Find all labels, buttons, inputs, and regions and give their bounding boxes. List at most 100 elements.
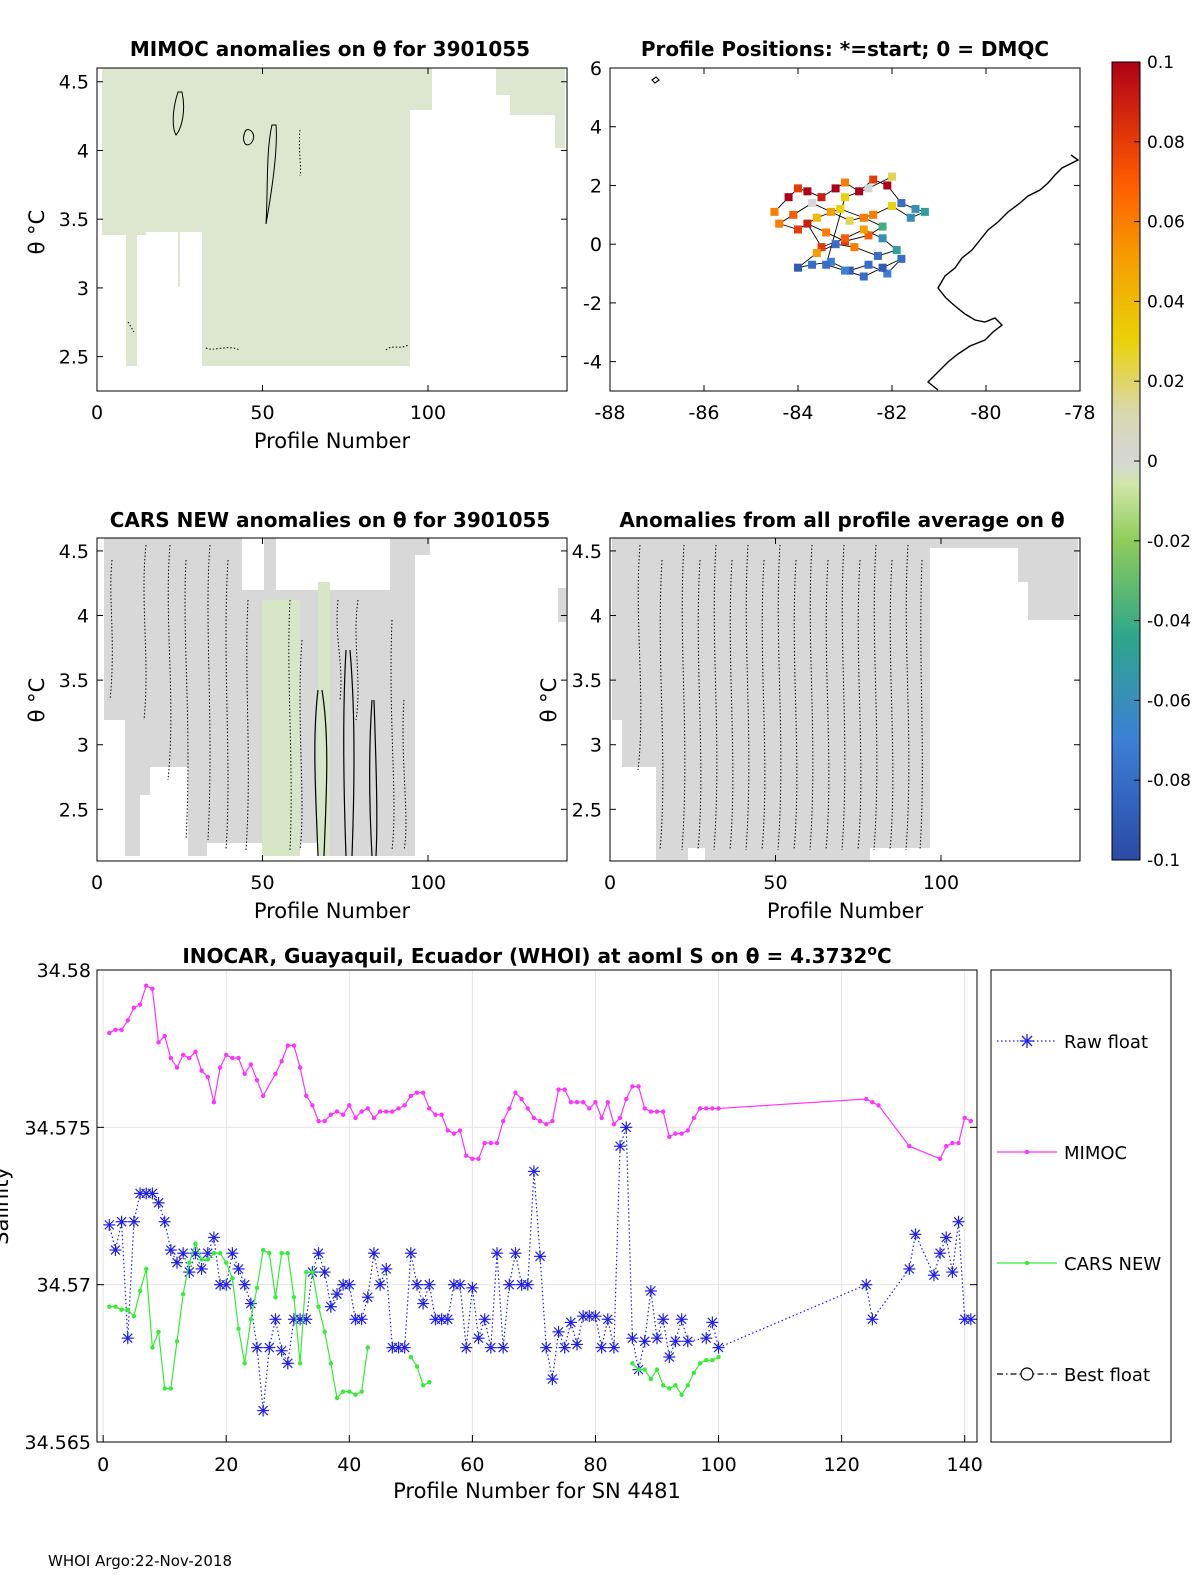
positions-xtick-label: -82 xyxy=(876,402,907,424)
raw-float-point xyxy=(367,1247,380,1260)
positions-y-axis: -4 -2 0 2 4 6 xyxy=(583,58,1080,374)
legend-best-label: Best float xyxy=(1064,1365,1150,1386)
raw-float-point xyxy=(589,1310,602,1323)
float-position-marker xyxy=(897,254,906,263)
series-point-cars-new xyxy=(174,1339,180,1344)
series-point-cars-new xyxy=(125,1307,130,1313)
float-position-marker xyxy=(841,266,849,275)
mimoc-xtick-label: 100 xyxy=(410,402,446,424)
raw-float-point xyxy=(374,1278,387,1291)
series-point-mimoc xyxy=(205,1074,210,1080)
series-point-cars-new xyxy=(691,1370,697,1375)
series-point-mimoc xyxy=(217,1065,223,1070)
float-position-marker xyxy=(812,248,821,257)
raw-float-point xyxy=(940,1231,953,1244)
series-point-cars-new xyxy=(642,1367,647,1372)
series-point-mimoc xyxy=(156,1040,161,1045)
cars-anomaly-panel: CARS NEW anomalies on θ for 3901055 2.5 3… xyxy=(25,508,568,923)
series-point-mimoc xyxy=(476,1156,481,1162)
series-point-mimoc xyxy=(291,1043,297,1048)
series-point-cars-new xyxy=(162,1386,167,1391)
cars-ylabel: θ °C xyxy=(25,678,49,723)
raw-float-point xyxy=(527,1165,540,1178)
series-point-mimoc xyxy=(137,1002,143,1007)
float-position-marker xyxy=(812,213,821,222)
positions-ytick-label: 6 xyxy=(590,58,602,80)
series-point-mimoc xyxy=(950,1140,955,1146)
series-point-cars-new xyxy=(279,1251,284,1256)
raw-float-point xyxy=(324,1300,337,1313)
allprofile-x-axis: 0 50 100 xyxy=(604,538,959,894)
cars-green-band xyxy=(262,582,330,856)
series-point-mimoc xyxy=(968,1118,974,1124)
float-position-marker xyxy=(864,184,873,193)
series-point-mimoc xyxy=(531,1115,537,1121)
cars-xtick-label: 50 xyxy=(250,872,274,894)
salinity-y-axis: 34.565 34.57 34.575 34.58 xyxy=(25,960,977,1454)
legend-item-cars: CARS NEW xyxy=(997,1254,1161,1275)
raw-float-point xyxy=(411,1278,423,1291)
profile-positions-panel: Profile Positions: *=start; 0 = DMQC -4-… xyxy=(583,37,1095,424)
raw-float-point xyxy=(712,1341,725,1354)
colorbar-tick-label: 0.04 xyxy=(1147,292,1185,312)
allprofile-ytick-label: 4.5 xyxy=(572,541,602,563)
salinity-xtick-label: 120 xyxy=(823,1454,859,1476)
raw-float-point xyxy=(558,1341,571,1354)
mimoc-x-axis: 0 50 100 xyxy=(91,68,446,424)
raw-float-point xyxy=(946,1266,959,1279)
series-point-cars-new xyxy=(211,1251,217,1256)
series-point-mimoc xyxy=(667,1134,672,1139)
salinity-ytick-label: 34.565 xyxy=(25,1432,91,1454)
raw-float-point xyxy=(417,1297,430,1310)
series-point-cars-new xyxy=(660,1383,666,1388)
series-point-mimoc xyxy=(654,1109,660,1114)
float-position-marker xyxy=(808,199,817,208)
float-position-marker xyxy=(883,269,892,278)
series-point-cars-new xyxy=(630,1361,635,1366)
salinity-xtick-label: 140 xyxy=(947,1454,983,1476)
salinity-xtick-label: 80 xyxy=(583,1454,607,1476)
colorbar-tick-label: -0.02 xyxy=(1147,532,1191,552)
series-point-mimoc xyxy=(310,1103,315,1108)
raw-float-point xyxy=(183,1266,196,1279)
allprofile-ytick-label: 3.5 xyxy=(572,670,602,692)
series-point-mimoc xyxy=(580,1099,586,1105)
series-point-mimoc xyxy=(642,1106,647,1111)
series-point-cars-new xyxy=(316,1304,321,1309)
series-point-mimoc xyxy=(636,1084,641,1089)
raw-float-point xyxy=(269,1313,282,1326)
series-cars-new xyxy=(107,1241,721,1401)
series-point-cars-new xyxy=(242,1361,247,1366)
series-point-cars-new xyxy=(297,1361,303,1366)
raw-float-point xyxy=(263,1341,276,1354)
series-point-cars-new xyxy=(310,1269,315,1275)
raw-float-point xyxy=(651,1332,663,1345)
series-point-cars-new xyxy=(359,1389,364,1394)
series-line-cars-new xyxy=(410,1356,430,1387)
series-point-cars-new xyxy=(137,1288,143,1294)
raw-float-point xyxy=(903,1262,916,1275)
mimoc-xtick-label: 50 xyxy=(250,402,274,424)
series-point-cars-new xyxy=(217,1251,223,1256)
series-point-mimoc xyxy=(907,1144,912,1149)
raw-float-point xyxy=(663,1351,676,1364)
salinity-panel: INOCAR, Guayaquil, Ecuador (WHOI) at aom… xyxy=(0,943,983,1503)
raw-float-point xyxy=(626,1332,639,1345)
float-position-marker xyxy=(770,207,779,216)
salinity-legend: Raw float MIMOC CARS NEW Best float xyxy=(990,969,1172,1443)
raw-float-point xyxy=(257,1404,270,1417)
series-point-mimoc xyxy=(119,1027,124,1032)
series-point-mimoc xyxy=(420,1090,426,1095)
raw-float-point xyxy=(226,1247,239,1260)
positions-ytick-label: 2 xyxy=(590,175,602,197)
legend-box xyxy=(990,969,1172,1443)
raw-float-point xyxy=(681,1335,694,1348)
legend-item-mimoc: MIMOC xyxy=(997,1143,1127,1164)
series-point-mimoc xyxy=(519,1096,524,1102)
raw-float-point xyxy=(952,1215,965,1228)
float-position-marker xyxy=(817,193,826,202)
raw-float-point xyxy=(177,1247,190,1260)
raw-float-point xyxy=(343,1278,356,1291)
legend-item-raw: Raw float xyxy=(997,1032,1148,1053)
